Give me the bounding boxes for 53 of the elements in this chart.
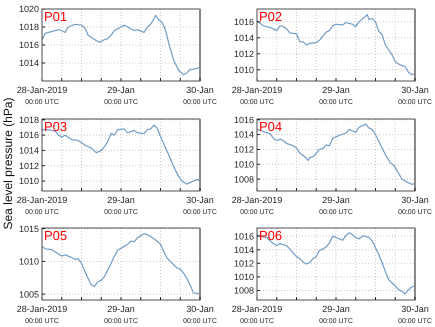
x-tick-label: 29-Jan 00:00 UTC bbox=[319, 195, 353, 216]
y-tick-label: 1012 bbox=[18, 160, 39, 171]
y-tick-label: 1014 bbox=[234, 244, 254, 255]
y-tick-label: 1012 bbox=[234, 48, 254, 59]
x-tick-label: 30-Jan 00:00 UTC bbox=[183, 85, 217, 106]
y-tick-label: 1010 bbox=[234, 159, 254, 170]
x-tick-label: 28-Jan-2019 00:00 UTC bbox=[232, 85, 282, 106]
x-tick-label: 30-Jan 00:00 UTC bbox=[398, 304, 432, 325]
y-tick-label: 1014 bbox=[234, 130, 254, 140]
x-tick-label: 30-Jan 00:00 UTC bbox=[183, 304, 217, 325]
chart-title: P04 bbox=[259, 119, 282, 134]
y-tick-label: 1008 bbox=[234, 174, 254, 184]
y-tick-label: 1018 bbox=[18, 22, 39, 32]
y-tick-label: 1012 bbox=[234, 144, 254, 155]
y-tick-label: 1014 bbox=[18, 146, 39, 156]
x-tick-label: 29-Jan 00:00 UTC bbox=[104, 85, 138, 106]
y-tick-label: 1010 bbox=[234, 64, 254, 75]
y-tick-label: 1018 bbox=[18, 114, 39, 125]
y-tick-label: 1016 bbox=[234, 114, 254, 125]
x-tick-label: 28-Jan-2019 00:00 UTC bbox=[16, 195, 68, 216]
chart-title: P06 bbox=[259, 228, 282, 243]
y-tick-label: 1016 bbox=[234, 231, 254, 242]
x-tick-label: 30-Jan 00:00 UTC bbox=[183, 195, 217, 216]
x-tick-label: 29-Jan 00:00 UTC bbox=[319, 85, 353, 106]
y-tick-label: 1010 bbox=[18, 176, 39, 186]
y-tick-label: 1008 bbox=[234, 286, 254, 296]
y-tick-label: 1014 bbox=[18, 58, 39, 68]
chart-title: P05 bbox=[44, 228, 68, 243]
chart-title: P01 bbox=[44, 9, 68, 24]
line-series bbox=[257, 124, 415, 185]
x-tick-label: 30-Jan 00:00 UTC bbox=[398, 85, 432, 106]
y-tick-label: 1010 bbox=[18, 256, 39, 267]
x-tick-label: 28-Jan-2019 00:00 UTC bbox=[232, 195, 282, 216]
y-axis-title: Sea level pressure (hPa) bbox=[1, 97, 15, 230]
x-tick-label: 28-Jan-2019 00:00 UTC bbox=[16, 85, 68, 106]
y-tick-label: 1020 bbox=[18, 4, 39, 14]
y-tick-label: 1015 bbox=[18, 224, 39, 234]
y-tick-label: 1016 bbox=[18, 130, 39, 140]
x-tick-label: 30-Jan 00:00 UTC bbox=[398, 195, 432, 216]
y-tick-label: 1014 bbox=[234, 32, 254, 43]
y-tick-label: 1016 bbox=[234, 16, 254, 27]
chart-title: P03 bbox=[44, 119, 68, 134]
y-tick-label: 1010 bbox=[234, 272, 254, 282]
y-tick-label: 1012 bbox=[234, 258, 254, 268]
x-tick-label: 29-Jan 00:00 UTC bbox=[104, 304, 138, 325]
y-tick-label: 1005 bbox=[18, 289, 39, 300]
chart-title: P02 bbox=[259, 9, 282, 24]
x-tick-label: 29-Jan 00:00 UTC bbox=[104, 195, 138, 216]
x-tick-label: 28-Jan-2019 00:00 UTC bbox=[232, 304, 282, 325]
line-series bbox=[257, 232, 415, 294]
x-tick-label: 28-Jan-2019 00:00 UTC bbox=[16, 304, 68, 325]
x-tick-label: 29-Jan 00:00 UTC bbox=[319, 304, 353, 325]
y-tick-label: 1016 bbox=[18, 40, 39, 50]
